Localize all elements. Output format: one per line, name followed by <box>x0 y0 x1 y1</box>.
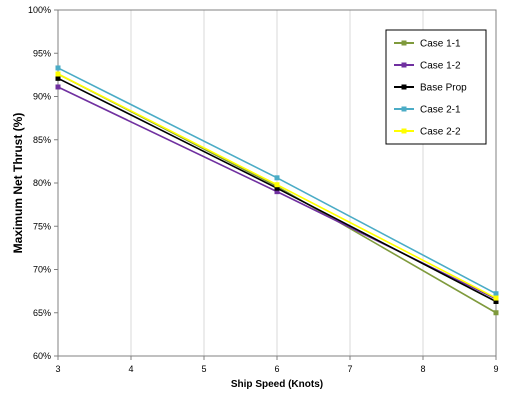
x-tick-label: 3 <box>55 364 60 374</box>
legend-label: Case 1-1 <box>420 39 461 50</box>
data-point-marker <box>55 84 61 90</box>
data-point-marker <box>493 291 499 297</box>
legend-label: Case 2-2 <box>420 127 461 138</box>
data-point-marker <box>55 71 61 77</box>
x-axis-title: Ship Speed (Knots) <box>231 379 323 390</box>
legend-swatch-marker <box>401 40 407 46</box>
y-tick-label: 60% <box>33 351 51 361</box>
series-lines <box>55 65 499 316</box>
data-point-marker <box>493 299 499 305</box>
x-tick-label: 8 <box>420 364 425 374</box>
data-point-marker <box>55 65 61 71</box>
y-axis-title: Maximum Net Thrust (%) <box>11 113 25 254</box>
y-tick-label: 95% <box>33 48 51 58</box>
y-axis-ticks: 60% 65% 70% 75% 80% 85% 90% 95% 100% <box>28 5 58 361</box>
x-axis-ticks: 3 4 5 6 7 8 9 <box>55 356 499 374</box>
legend-swatch-marker <box>401 106 407 112</box>
x-tick-label: 7 <box>347 364 352 374</box>
data-point-marker <box>274 175 280 181</box>
y-tick-label: 65% <box>33 308 51 318</box>
x-tick-label: 5 <box>201 364 206 374</box>
data-point-marker <box>55 75 61 81</box>
y-tick-label: 80% <box>33 178 51 188</box>
data-point-marker <box>274 189 280 195</box>
legend: Case 1-1 Case 1-2 Base Prop Case 2-1 Case 2-… <box>385 29 487 145</box>
legend-label: Case 1-2 <box>420 61 461 72</box>
y-tick-label: 90% <box>33 92 51 102</box>
legend-label: Case 2-1 <box>420 105 461 116</box>
x-tick-label: 4 <box>128 364 133 374</box>
y-tick-label: 100% <box>28 5 51 15</box>
data-point-marker <box>274 185 280 191</box>
y-tick-label: 85% <box>33 135 51 145</box>
legend-swatch-marker <box>401 84 407 90</box>
x-tick-label: 6 <box>274 364 279 374</box>
data-point-marker <box>493 295 499 301</box>
data-point-marker <box>493 310 499 316</box>
y-tick-label: 70% <box>33 265 51 275</box>
x-tick-label: 9 <box>493 364 498 374</box>
legend-swatch-marker <box>401 128 407 134</box>
legend-label: Base Prop <box>420 83 467 94</box>
legend-swatch-marker <box>401 62 407 68</box>
y-tick-label: 75% <box>33 221 51 231</box>
data-point-marker <box>274 182 280 188</box>
